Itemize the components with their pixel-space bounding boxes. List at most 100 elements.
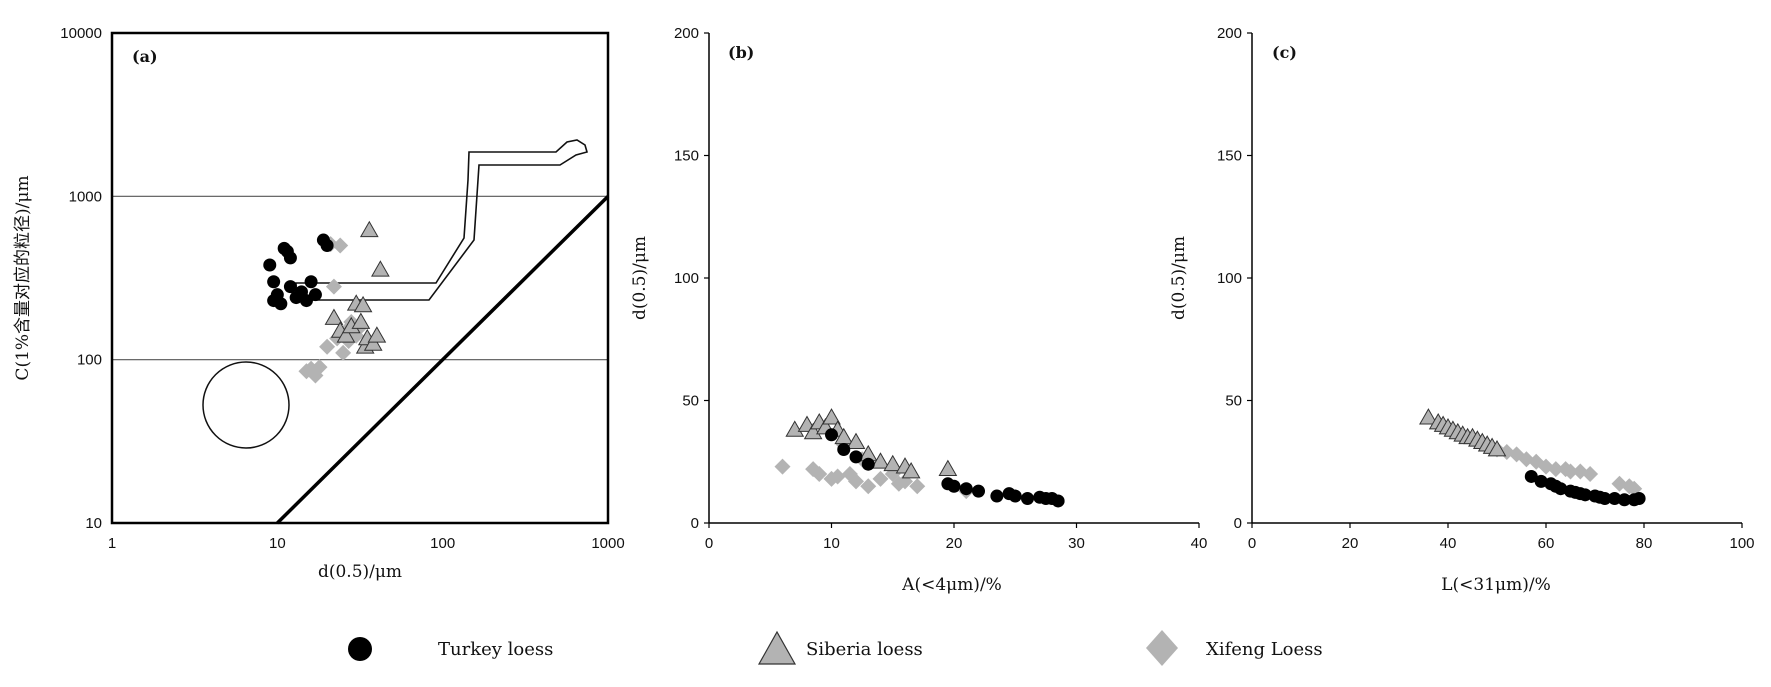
- panel-b-xifeng-loess-point: [909, 478, 926, 495]
- panel-b-y-axis-label: d(0.5)/μm: [630, 236, 650, 320]
- panel-a-siberia-loess-point: [371, 260, 390, 277]
- panel-b-siberia-loess-point: [901, 462, 921, 479]
- panel-c-xifeng-loess-point: [1582, 466, 1599, 482]
- panel-a-y-tick-label: 10: [85, 515, 102, 532]
- panel-b-siberia-loess-point: [785, 420, 805, 437]
- panel-b-turkey-loess-point: [849, 450, 863, 464]
- panel-b-turkey-loess-point: [972, 484, 985, 498]
- panel-c-y-axis-label: d(0.5)/μm: [1169, 236, 1189, 320]
- panel-b-y-tick-label: 100: [674, 270, 699, 287]
- panel-b-xifeng-loess-point: [872, 470, 889, 487]
- panel-c-turkey-loess-point: [1578, 488, 1592, 502]
- panel-b-turkey-loess-point: [861, 457, 875, 471]
- panel-c-xifeng-loess-point: [1547, 461, 1564, 478]
- panel-a-envelope-outline: [295, 139, 588, 301]
- panel-c-x-tick-label: 20: [1342, 535, 1359, 552]
- panel-c-y-tick-label: 50: [1225, 393, 1242, 410]
- panel-b-tag: (b): [728, 43, 754, 62]
- panel-a-turkey-loess-point: [283, 280, 297, 294]
- legend-circle-marker: [348, 637, 372, 661]
- panel-b-y-tick-label: 200: [674, 25, 699, 42]
- legend-diamond-marker: [1146, 630, 1178, 666]
- panel-b-x-axis-label: A(<4μm)/%: [901, 575, 1002, 595]
- panel-a-turkey-loess-point: [304, 275, 318, 289]
- panel-a-tag: (a): [132, 47, 158, 66]
- panel-c-y-tick-label: 200: [1217, 25, 1242, 42]
- panel-a-siberia-loess-point: [353, 295, 373, 313]
- panel-a-circle-outline: [202, 361, 290, 449]
- panel-c-turkey-loess-point: [1608, 492, 1622, 505]
- panel-a-y-axis-label: C(1%含量对应的粒径)/μm: [13, 175, 33, 380]
- panel-b-scatter-chart: 0 10 20 30 40 0 50 100 150 200 (b) A(<4μm)/% d(0.…: [630, 25, 1207, 595]
- legend-triangle-marker: [757, 630, 797, 665]
- panel-c-x-tick-label: 0: [1248, 535, 1256, 552]
- panel-c-x-axis-label: L(<31μm)/%: [1441, 575, 1550, 595]
- panel-a-x-tick-label: 10: [269, 535, 286, 552]
- panel-a-x-tick-label: 1000: [591, 535, 624, 552]
- panel-b-siberia-loess-point: [938, 459, 958, 476]
- panel-a-guides: [112, 139, 610, 525]
- panel-b-turkey-loess-point: [1021, 492, 1034, 505]
- legend-label-turkey: Turkey loess: [438, 639, 553, 660]
- panel-a-turkey-loess-point: [283, 251, 297, 265]
- panel-b-turkey-loess-point: [947, 479, 961, 493]
- legend-label-xifeng: Xifeng Loess: [1206, 639, 1323, 660]
- panel-b-y-tick-label: 150: [674, 148, 699, 165]
- panel-a-x-axis-label: d(0.5)/μm: [318, 562, 402, 582]
- panel-c-y-tick-label: 100: [1217, 270, 1242, 287]
- panel-b-turkey-loess-point: [1051, 494, 1065, 508]
- panel-b-xifeng-loess-point: [829, 468, 846, 485]
- panel-a-xifeng-loess-point: [335, 344, 352, 361]
- panel-c-turkey-loess-point: [1598, 492, 1612, 505]
- panel-a-siberia-loess-point: [351, 312, 371, 329]
- panel-c-turkey-loess-point: [1617, 493, 1631, 507]
- panel-b-tick-labels: 0 10 20 30 40 0 50 100 150 200: [674, 25, 1207, 552]
- panel-a-xifeng-loess-point: [325, 278, 342, 295]
- panel-b-turkey-loess-point: [837, 443, 851, 456]
- panel-c-turkey-loess-point: [1632, 492, 1646, 505]
- panel-b-siberia-loess-point: [822, 408, 841, 425]
- panel-a-xifeng-loess-point: [311, 359, 328, 376]
- panel-c-xifeng-loess-point: [1562, 463, 1579, 480]
- panel-a-reference-diagonal: [276, 195, 610, 525]
- legend: Turkey loess Siberia loess Xifeng Loess: [348, 630, 1323, 666]
- panel-b-xifeng-loess-point: [811, 466, 828, 482]
- panel-a-loglog-chart: 1 10 100 1000 10 100 1000 10000 (a) d(0.5)/μm C…: [13, 25, 625, 582]
- panel-b-xifeng-loess-point: [774, 458, 791, 475]
- panel-a-y-tick-label: 100: [77, 352, 102, 369]
- panel-a-xifeng-loess-point: [319, 338, 336, 355]
- panel-a-turkey-loess-point: [320, 239, 334, 253]
- panel-b-x-tick-label: 20: [946, 535, 963, 552]
- panel-a-siberia-loess-point: [359, 220, 379, 238]
- panel-b-x-tick-label: 10: [823, 535, 840, 552]
- panel-a-turkey-loess-point: [308, 288, 322, 302]
- panel-a-siberia-loess-point: [363, 334, 383, 351]
- panel-c-tag: (c): [1272, 43, 1297, 62]
- panel-a-x-tick-label: 100: [430, 535, 455, 552]
- panel-b-marks: [774, 408, 1065, 508]
- panel-b-siberia-loess-point: [846, 432, 866, 450]
- panel-b-y-tick-label: 0: [691, 515, 699, 532]
- panel-a-turkey-loess-point: [274, 297, 288, 311]
- panel-b-y-tick-label: 50: [682, 393, 699, 410]
- panel-b-x-tick-label: 30: [1068, 535, 1085, 552]
- panel-b-x-tick-label: 40: [1191, 535, 1208, 552]
- panel-c-turkey-loess-point: [1524, 469, 1538, 483]
- panel-a-frame: [110, 31, 610, 525]
- panel-a-turkey-loess-point: [267, 275, 281, 289]
- panel-b-turkey-loess-point: [990, 489, 1004, 503]
- panel-c-y-tick-label: 0: [1234, 515, 1242, 532]
- panel-c-x-tick-label: 60: [1538, 535, 1555, 552]
- panel-a-turkey-loess-point: [263, 258, 277, 272]
- panel-a-siberia-loess-point: [324, 308, 344, 325]
- panel-a-x-tick-label: 1: [108, 535, 116, 552]
- panel-c-turkey-loess-point: [1534, 474, 1548, 488]
- panel-a-siberia-loess-point: [336, 326, 356, 343]
- panel-c-x-tick-label: 100: [1729, 535, 1754, 552]
- panel-c-siberia-loess-point: [1419, 408, 1438, 425]
- panel-b-siberia-loess-point: [803, 422, 823, 440]
- panel-a-y-tick-label: 1000: [69, 188, 102, 205]
- panel-a-xifeng-loess-point: [332, 237, 349, 254]
